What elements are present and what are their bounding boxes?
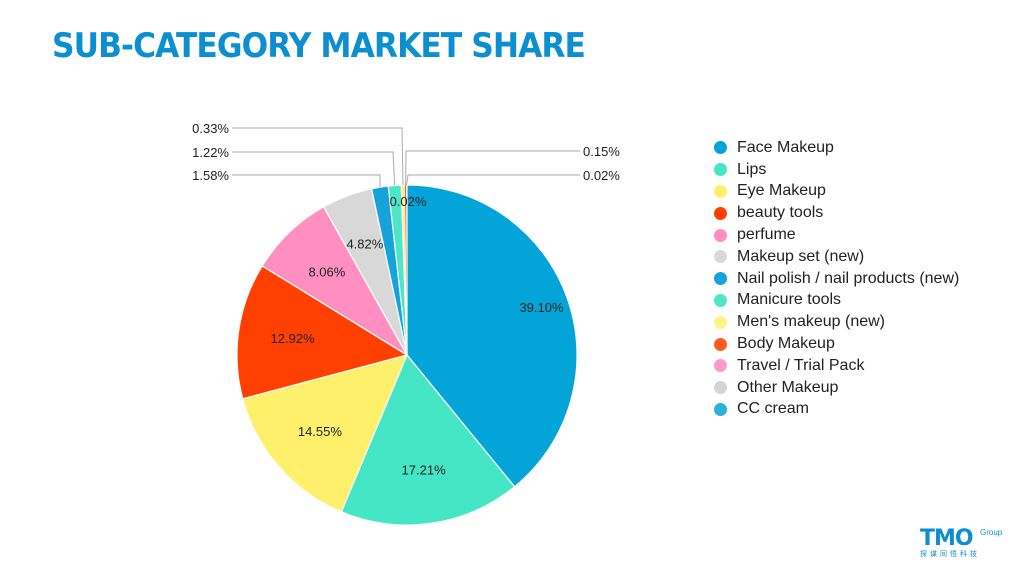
- legend-label: Body Makeup: [737, 335, 835, 353]
- legend-swatch: [714, 163, 727, 177]
- slice-label-4: 12.92%: [271, 331, 316, 346]
- legend-item-7: Nail polish / nail products (new): [714, 268, 959, 290]
- legend-item-5: perfume: [714, 224, 959, 246]
- slice-label-11: 0.02%: [583, 168, 620, 183]
- slice-label-2: 17.21%: [402, 462, 447, 477]
- legend-item-3: Eye Makeup: [714, 181, 959, 203]
- legend-item-8: Manicure tools: [714, 290, 959, 312]
- chart-title: SUB-CATEGORY MARKET SHARE: [52, 26, 586, 66]
- legend-label: Lips: [737, 160, 767, 178]
- legend-label: perfume: [737, 226, 796, 244]
- legend-item-13: CC cream: [714, 399, 959, 421]
- slice-label-6: 4.82%: [346, 237, 383, 252]
- legend-item-10: Body Makeup: [714, 333, 959, 355]
- legend-label: Manicure tools: [737, 291, 842, 309]
- legend-swatch: [714, 337, 727, 351]
- chart-legend: Face Makeup Lips Eye Makeup beauty tools per…: [714, 137, 959, 420]
- legend-swatch: [714, 315, 727, 329]
- legend-item-2: Lips: [714, 159, 959, 181]
- slice-label-8: 1.22%: [192, 145, 229, 160]
- legend-swatch: [714, 381, 727, 395]
- legend-label: CC cream: [737, 400, 810, 418]
- leader-line-10: [405, 150, 580, 186]
- legend-item-6: Makeup set (new): [714, 246, 959, 268]
- legend-swatch: [714, 402, 727, 416]
- legend-item-11: Travel / Trial Pack: [714, 355, 959, 377]
- slice-label-10: 0.15%: [583, 144, 620, 159]
- legend-swatch: [714, 228, 727, 242]
- leader-line-9: [232, 127, 404, 186]
- slice-label-1: 39.10%: [519, 300, 564, 315]
- slice-label-9: 0.33%: [192, 121, 229, 136]
- legend-swatch: [714, 250, 727, 264]
- brand-logo: TMO Group 探谋同悟科技: [920, 528, 1012, 568]
- leader-line-11: [406, 174, 580, 186]
- legend-swatch: [714, 272, 727, 286]
- legend-item-9: Men's makeup (new): [714, 311, 959, 333]
- legend-label: Eye Makeup: [737, 182, 826, 200]
- legend-swatch: [714, 206, 727, 220]
- legend-item-1: Face Makeup: [714, 137, 959, 159]
- legend-item-4: beauty tools: [714, 202, 959, 224]
- leader-line-7: [232, 174, 381, 188]
- leader-line-8: [232, 151, 396, 186]
- legend-label: beauty tools: [737, 204, 824, 222]
- legend-label: Face Makeup: [737, 138, 834, 156]
- pie-slice-1: [406, 184, 578, 488]
- slice-label-12: 0.02%: [390, 194, 427, 209]
- logo-mark: TMO: [920, 526, 974, 551]
- logo-group-text: Group: [980, 528, 1003, 537]
- legend-label: Other Makeup: [737, 378, 839, 396]
- slice-label-5: 8.06%: [308, 265, 345, 280]
- logo-subtitle: 探谋同悟科技: [920, 551, 980, 558]
- legend-swatch: [714, 293, 727, 307]
- pie-slice-2: [340, 353, 516, 526]
- legend-label: Nail polish / nail products (new): [737, 269, 960, 287]
- legend-label: Makeup set (new): [737, 247, 865, 265]
- legend-label: Men's makeup (new): [737, 313, 885, 331]
- pie-slice-4: [236, 265, 409, 400]
- pie-slice-3: [241, 354, 409, 513]
- legend-item-12: Other Makeup: [714, 377, 959, 399]
- legend-swatch: [714, 141, 727, 155]
- slice-label-7: 1.58%: [192, 168, 229, 183]
- legend-swatch: [714, 184, 727, 198]
- slice-label-3: 14.55%: [298, 424, 343, 439]
- legend-label: Travel / Trial Pack: [737, 356, 865, 374]
- legend-swatch: [714, 359, 727, 373]
